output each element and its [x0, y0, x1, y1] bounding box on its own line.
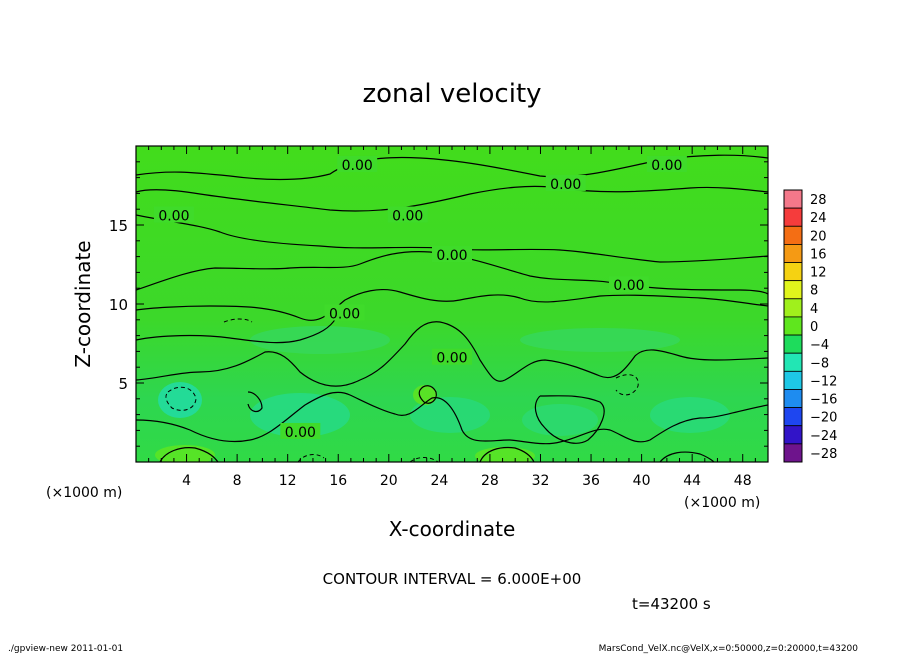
colorbar-label: −12 [810, 374, 837, 389]
contour-label-bg [280, 422, 321, 439]
contour-label: 0.00 [550, 177, 581, 193]
contour-label-bg [337, 155, 378, 172]
y-axis-ticks [136, 161, 768, 447]
contour-label: 0.00 [436, 248, 467, 264]
colorbar-label: 8 [810, 284, 818, 299]
x-axis-tick-labels: 4 8 12 16 20 24 28 32 36 40 44 48 [182, 473, 752, 489]
colorbar-cell [783, 262, 803, 282]
plot-area [136, 146, 768, 462]
colorbar-cell [783, 407, 803, 427]
colorbar-label: 24 [810, 211, 827, 226]
x-tick-label: 32 [532, 473, 550, 489]
x-tick-label: 40 [633, 473, 651, 489]
colorbar-cell [783, 225, 803, 245]
contour-label: 0.00 [651, 158, 682, 174]
x-axis-ticks [148, 146, 756, 462]
contour-label: 0.00 [342, 158, 373, 174]
colorbar: 28 24 20 16 12 8 4 0 −4 −8 −12 −16 −20 −24 −28 [783, 189, 837, 463]
colorbar-cell [783, 316, 803, 336]
x-tick-label: 24 [430, 473, 448, 489]
colorbar-cell [783, 243, 803, 263]
colorbar-label: 20 [810, 229, 827, 244]
contour-label: 0.00 [329, 306, 360, 322]
y-tick-label: 5 [118, 375, 128, 393]
contour-label: 0.00 [436, 351, 467, 367]
colorbar-label: 28 [810, 193, 827, 208]
colorbar-cell [783, 443, 803, 463]
colorbar-cell [783, 352, 803, 372]
contour-lines-dashed [165, 318, 639, 462]
contour-label: 0.00 [158, 209, 189, 225]
x-unit-label-left: (×1000 m) [46, 485, 122, 501]
contour-label-bg [387, 206, 428, 223]
colorbar-label: 12 [810, 266, 827, 281]
colorbar-cell [783, 334, 803, 354]
y-axis-tick-labels: 5 10 15 [109, 217, 128, 393]
x-tick-label: 12 [279, 473, 297, 489]
contour-label: 0.00 [613, 278, 644, 294]
footer-left: ./gpview-new 2011-01-01 [8, 644, 123, 654]
x-tick-label: 4 [182, 473, 191, 489]
y-tick-label: 15 [109, 217, 128, 235]
colorbar-label: 16 [810, 247, 827, 262]
colorbar-cell [783, 189, 803, 209]
contour-label-bg [608, 276, 649, 293]
colorbar-frame [783, 189, 803, 463]
contour-label-bg [545, 174, 586, 191]
x-tick-label: 8 [233, 473, 242, 489]
contour-label-bg [432, 246, 472, 263]
x-tick-label: 20 [380, 473, 398, 489]
y-tick-label: 10 [109, 296, 128, 314]
contour-interval-text: CONTOUR INTERVAL = 6.000E+00 [323, 570, 582, 588]
contour-label: 0.00 [285, 425, 316, 441]
footer-right: MarsCond_VelX.nc@VelX,x=0:50000,z=0:2000… [599, 644, 859, 654]
colorbar-label: −16 [810, 393, 837, 408]
x-axis-label: X-coordinate [389, 517, 516, 541]
colorbar-cell [783, 280, 803, 300]
colorbar-cell [783, 370, 803, 390]
contour-label-bg [646, 155, 687, 172]
contour-label: 0.00 [392, 209, 423, 225]
x-tick-label: 48 [734, 473, 752, 489]
colorbar-label: −4 [810, 338, 829, 353]
contour-label-bg [324, 304, 365, 321]
colorbar-cell [783, 298, 803, 318]
x-tick-label: 28 [481, 473, 499, 489]
colorbar-label: 4 [810, 302, 818, 317]
contour-labels: 0.00 0.00 0.00 0.00 0.00 0.00 0.00 0.00 0.00 0.00 [153, 155, 687, 441]
colorbar-label: −24 [810, 429, 837, 444]
time-text: t=43200 s [632, 595, 711, 613]
colorbar-cell [783, 389, 803, 409]
x-tick-label: 36 [582, 473, 600, 489]
colorbar-label: −20 [810, 411, 837, 426]
colorbar-label: −8 [810, 356, 829, 371]
contour-label-bg [432, 348, 472, 365]
colorbar-label: 0 [810, 320, 818, 335]
x-unit-label-right: (×1000 m) [684, 495, 760, 511]
chart-title: zonal velocity [362, 79, 541, 109]
x-tick-label: 16 [329, 473, 347, 489]
colorbar-cell [783, 425, 803, 445]
colorbar-label: −28 [810, 447, 837, 462]
colorbar-cell [783, 207, 803, 227]
contour-label-bg [153, 206, 194, 223]
x-tick-label: 44 [683, 473, 701, 489]
y-axis-label: Z-coordinate [71, 240, 95, 367]
